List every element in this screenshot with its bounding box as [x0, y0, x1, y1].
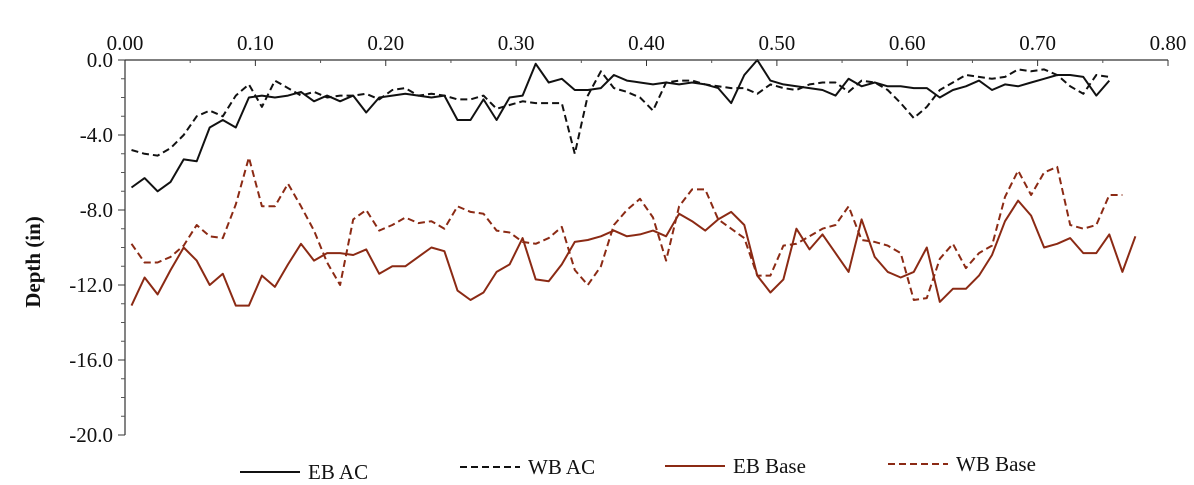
x-tick-label: 0.40 — [628, 31, 665, 55]
legend-label: WB Base — [956, 452, 1036, 476]
legend-label: EB AC — [308, 460, 368, 484]
legend-label: WB AC — [528, 455, 595, 479]
y-axis-label: Depth (in) — [21, 216, 45, 308]
x-tick-label: 0.00 — [107, 31, 144, 55]
x-axis-ticks: 0.00 0.10 0.20 0.30 0.40 0.50 0.60 0.70 0.80 — [107, 31, 1187, 66]
y-tick-label: -20.0 — [69, 423, 113, 447]
y-tick-label: 0.0 — [87, 48, 113, 72]
x-tick-label: 0.60 — [889, 31, 926, 55]
plot-series-group — [130, 59, 1137, 307]
legend-label: EB Base — [733, 454, 806, 478]
series-line-wb-ac — [131, 68, 1110, 157]
series-line-eb-ac — [130, 59, 1111, 193]
x-tick-label: 0.10 — [237, 31, 274, 55]
y-axis-ticks: 0.0 -4.0 -8.0 -12.0 -16.0 -20.0 — [69, 48, 125, 447]
series-line-eb-base — [130, 199, 1137, 307]
y-tick-label: -16.0 — [69, 348, 113, 372]
series-line-wb-base — [130, 156, 1123, 301]
y-tick-label: -12.0 — [69, 273, 113, 297]
y-tick-label: -4.0 — [80, 123, 113, 147]
x-tick-label: 0.50 — [759, 31, 796, 55]
x-tick-label: 0.80 — [1150, 31, 1187, 55]
y-tick-label: -8.0 — [80, 198, 113, 222]
x-tick-label: 0.30 — [498, 31, 535, 55]
legend: EB AC WB AC EB Base WB Base — [240, 452, 1036, 484]
x-tick-label: 0.20 — [367, 31, 404, 55]
x-tick-label: 0.70 — [1019, 31, 1056, 55]
